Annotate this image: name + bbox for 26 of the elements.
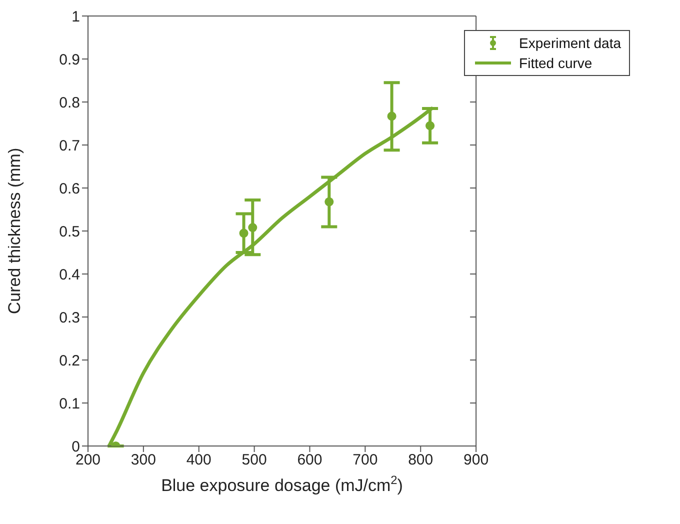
y-tick-label: 0.3 — [59, 309, 80, 326]
point — [248, 223, 258, 232]
y-tick-label: 0.6 — [59, 180, 80, 198]
point — [426, 121, 435, 130]
legend-label: Experiment data — [519, 34, 621, 53]
x-tick-label: 600 — [297, 452, 322, 469]
x-tick-label: 800 — [408, 452, 434, 469]
y-tick-label: 0.2 — [59, 352, 80, 370]
point — [387, 112, 396, 121]
y-axis-title: Cured thickness (mm) — [5, 148, 24, 314]
y-tick-label: 1 — [72, 8, 80, 26]
x-tick-label: 500 — [242, 452, 267, 469]
x-tick-label: 700 — [352, 452, 378, 469]
y-tick-label: 0.7 — [59, 137, 80, 154]
point — [324, 197, 334, 206]
y-tick-label: 0.5 — [59, 223, 80, 240]
y-tick-label: 0.4 — [59, 266, 80, 284]
x-axis-title: Blue exposure dosage (mJ/cm$^{2}$) — [161, 473, 403, 495]
y-tick-label: 0.8 — [59, 94, 80, 112]
y-tick-label: 0.9 — [59, 51, 80, 68]
legend-label: Fitted curve — [519, 54, 592, 73]
point — [239, 228, 248, 238]
x-tick-label: 400 — [186, 452, 212, 469]
x-tick-label: 300 — [130, 452, 156, 469]
y-tick-label: 0.1 — [59, 395, 80, 412]
x-tick-label: 900 — [464, 452, 489, 469]
